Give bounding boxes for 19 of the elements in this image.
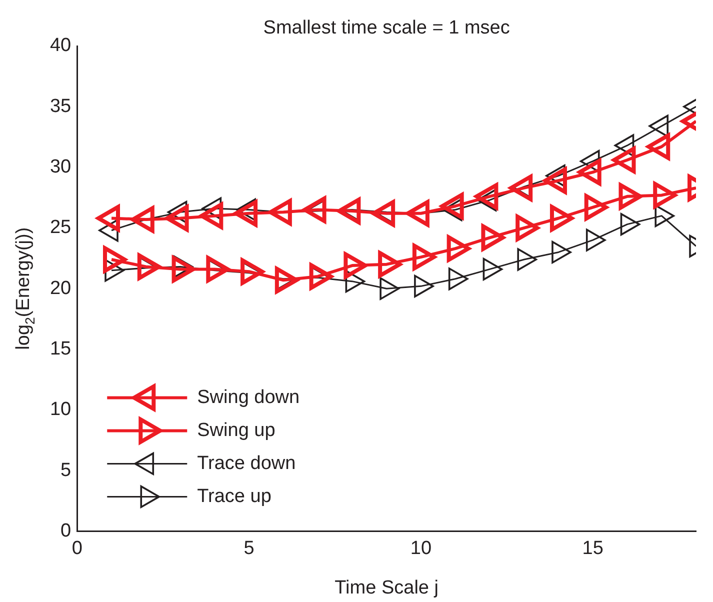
y-tick-label: 5: [60, 460, 72, 481]
y-tick-label: 20: [50, 278, 72, 299]
chart-title: Smallest time scale = 1 msec: [263, 18, 510, 39]
y-tick-label: 30: [50, 156, 72, 178]
x-tick-label: 15: [582, 538, 604, 559]
y-tick-label: 40: [50, 35, 72, 56]
legend-label: Swing down: [197, 386, 300, 408]
legend-label: Swing up: [197, 420, 276, 441]
legend-label: Trace down: [197, 452, 296, 474]
y-axis-title: log2(Energy(j)): [13, 227, 38, 350]
y-tick-label: 15: [50, 338, 72, 360]
x-axis-title: Time Scale j: [334, 578, 438, 599]
x-tick-label: 10: [410, 538, 432, 559]
x-tick-label: 5: [244, 538, 254, 559]
y-tick-label: 10: [50, 399, 72, 420]
legend-label: Trace up: [197, 486, 272, 507]
y-tick-label: 35: [50, 96, 72, 117]
y-tick-label: 0: [60, 520, 72, 542]
y-tick-label: 25: [50, 217, 72, 238]
